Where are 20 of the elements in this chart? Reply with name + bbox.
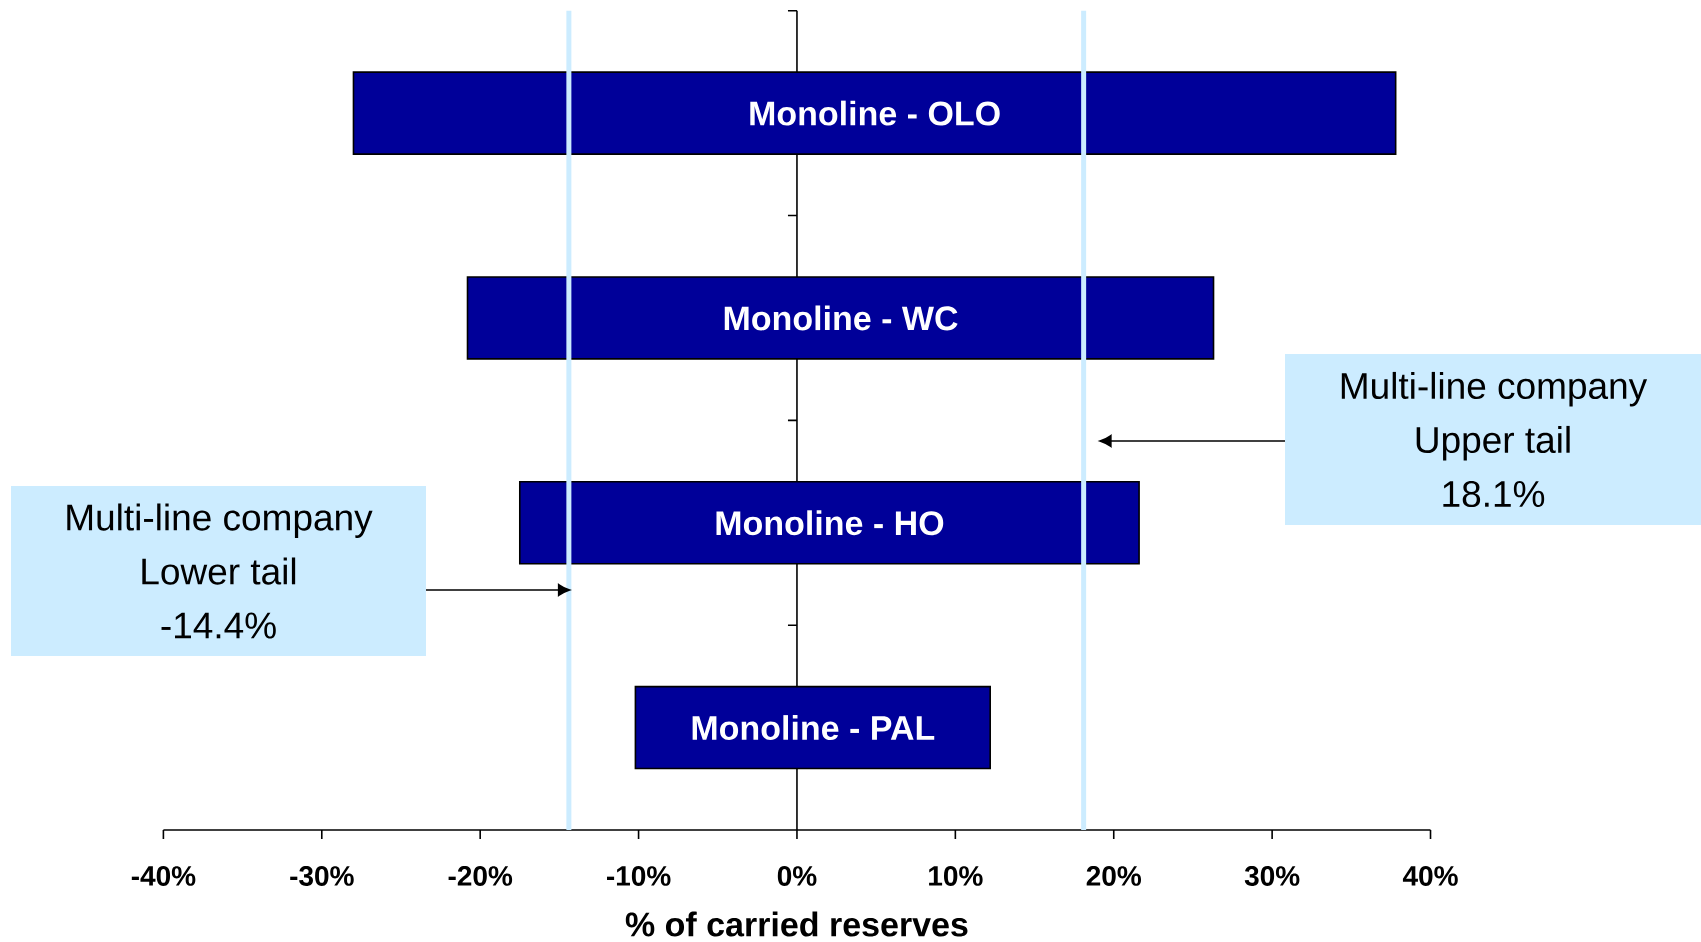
annotation: -14.4% [161,612,276,639]
x-tick-label: 30% [1244,866,1300,886]
x-tick-label: 10% [929,866,983,886]
y-tick-label: Monoline - WC [724,305,958,331]
annotation: Multi-line company [67,503,373,538]
x-tick-label: -20% [448,866,513,886]
x-tick-label: -10% [606,866,671,886]
x-tick-label: -40% [131,866,196,886]
x-tick-label: 40% [1402,866,1458,886]
x-axis-title: % of carried reserves [625,911,968,937]
annotation: Lower tail [142,557,296,585]
annotation: Upper tail [1416,425,1570,461]
text: 18.1% [1443,480,1545,508]
y-tick-label: Monoline - OLO [750,100,1000,126]
x-tick-label: 20% [1086,866,1142,886]
y-tick-label: Monoline - PAL [692,715,935,741]
x-tick-label: -30% [290,866,354,886]
annotation: Multi-line company [1341,371,1648,407]
y-tick-label: Monoline - HO [716,510,944,536]
x-tick-label: 0% [777,866,817,886]
